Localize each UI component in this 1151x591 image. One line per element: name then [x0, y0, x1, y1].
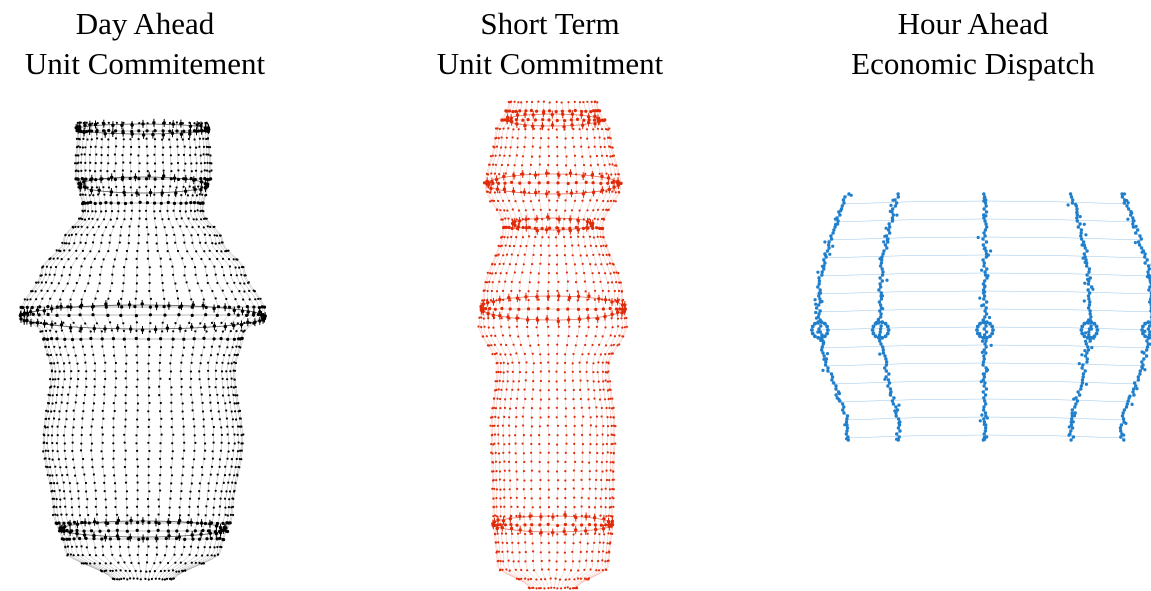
- title-line-1: Hour Ahead: [897, 6, 1049, 41]
- title-line-2: Unit Commitement: [24, 46, 266, 81]
- graph-ring: [74, 118, 211, 139]
- title-line-2: Economic Dispatch: [851, 46, 1095, 81]
- network-graph-day-ahead: [18, 118, 267, 581]
- graph-edges: [815, 193, 1151, 441]
- title-line-2: Unit Commitment: [436, 46, 664, 81]
- title-line-1: Short Term: [480, 6, 620, 41]
- graph-ring: [58, 516, 228, 543]
- graph-ring: [18, 299, 267, 334]
- panel-short-term: Short Term Unit Commitment: [405, 0, 695, 591]
- panel-title-hour-ahead: Hour Ahead Economic Dispatch: [795, 4, 1151, 84]
- graph-edges: [21, 122, 265, 580]
- graph-ring: [491, 510, 615, 537]
- panel-hour-ahead: Hour Ahead Economic Dispatch: [795, 0, 1151, 591]
- graph-ring: [485, 169, 621, 199]
- graph-nodes: [810, 192, 1151, 442]
- panel-title-short-term: Short Term Unit Commitment: [405, 4, 695, 84]
- title-line-1: Day Ahead: [75, 6, 215, 41]
- graph-ring: [510, 213, 595, 235]
- panel-title-day-ahead: Day Ahead Unit Commitement: [0, 4, 290, 84]
- panel-day-ahead: Day Ahead Unit Commitement: [0, 0, 290, 591]
- graph-ring: [479, 292, 627, 326]
- graph-nodes: [19, 121, 267, 581]
- graph-ring: [505, 109, 602, 131]
- network-graph-short-term: [477, 100, 629, 590]
- network-graph-hour-ahead: [810, 192, 1151, 442]
- graph-ring: [77, 171, 210, 197]
- graph-nodes: [477, 100, 629, 590]
